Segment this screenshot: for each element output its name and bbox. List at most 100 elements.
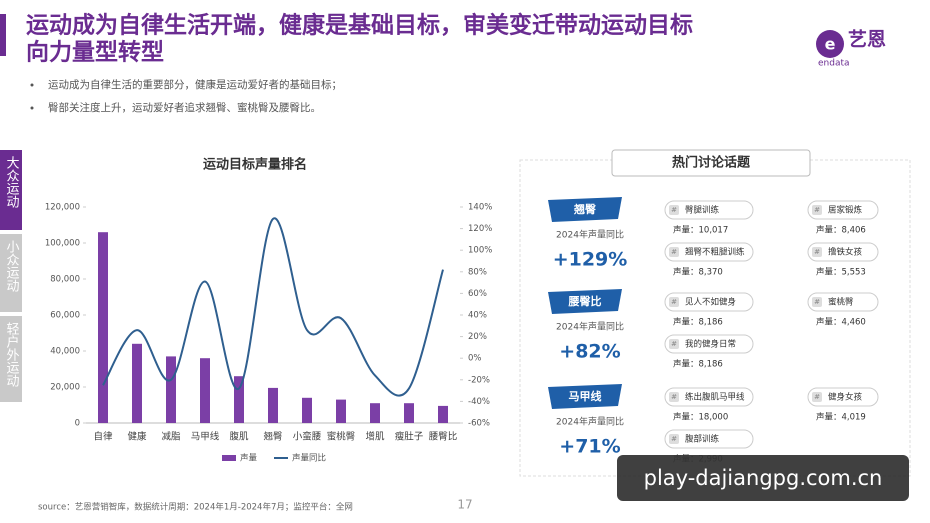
- topic-volume: 声量：18,000: [673, 412, 728, 423]
- topic-icon: [812, 247, 822, 257]
- topic-name: 撸铁女孩: [828, 247, 863, 258]
- title: 运动成为自律生活开端，健康是基础目标，审美变迁带动运动目标: [26, 12, 693, 39]
- y-tick-label: 0: [75, 419, 80, 429]
- tag: 马甲线: [569, 389, 602, 403]
- y2-tick-label: -60%: [468, 419, 490, 429]
- bullet-dot: [30, 106, 34, 110]
- topic-icon-hash: #: [671, 393, 677, 401]
- tag-ribbon: [548, 384, 622, 409]
- topic-pill: [807, 242, 879, 262]
- topic-icon-hash: #: [814, 248, 820, 256]
- topic-icon: [669, 392, 679, 402]
- logo: e 艺恩 endata: [816, 29, 886, 69]
- bar: [370, 403, 380, 423]
- y2-tick-label: 120%: [468, 224, 492, 234]
- x-tick-label: 增肌: [365, 431, 385, 443]
- change-label: 2024年声量同比: [556, 229, 624, 241]
- change: +71%: [559, 436, 620, 458]
- legend-swatch: [222, 455, 236, 461]
- topic-volume: 声量：10,017: [673, 225, 728, 236]
- topic-pill: [664, 429, 754, 449]
- topic-pill: [664, 292, 754, 312]
- tab-label: 轻户外运动: [4, 322, 20, 388]
- y-tick-label: 60,000: [50, 311, 80, 321]
- bullet-dot: [30, 83, 34, 87]
- logo-mark: [816, 30, 844, 58]
- tab-active: [0, 150, 22, 230]
- tag: 翘臀: [573, 202, 596, 216]
- bar: [438, 405, 448, 423]
- bar: [234, 376, 244, 423]
- topic-name: 健身女孩: [828, 392, 863, 403]
- tab-label: 大众运动: [4, 156, 20, 209]
- topic-icon: [812, 392, 822, 402]
- bar: [98, 232, 108, 423]
- y2-tick-label: 60%: [468, 289, 487, 299]
- panel-title: 热门讨论话题: [672, 155, 751, 171]
- topic-volume: 声量：8,406: [816, 225, 866, 236]
- topic-icon: [669, 339, 679, 349]
- tag-ribbon: [548, 289, 622, 314]
- y2-tick-label: -40%: [468, 397, 490, 407]
- y-tick-label: 80,000: [50, 275, 80, 285]
- topic-pill: [807, 292, 879, 312]
- topic-name: 臀腿训练: [685, 205, 720, 216]
- logo-mark-letter: e: [825, 35, 836, 54]
- x-tick-label: 腹肌: [229, 431, 249, 443]
- x-tick-label: 健康: [127, 431, 147, 443]
- topic-volume: 声量：2,990: [673, 454, 723, 465]
- topic-icon-hash: #: [814, 298, 820, 306]
- bar: [166, 356, 176, 423]
- y-tick-label: 40,000: [50, 347, 80, 357]
- change: +129%: [553, 249, 628, 271]
- title-bar: [0, 14, 6, 56]
- tab: [0, 316, 22, 402]
- panel-title-box: [611, 149, 811, 177]
- tag-ribbon: [548, 197, 622, 222]
- topic-volume: 声量：8,186: [673, 359, 723, 370]
- topic-icon: [812, 205, 822, 215]
- title: 向力量型转型: [26, 39, 164, 66]
- topic-icon-hash: #: [671, 298, 677, 306]
- source: source：艺恩营销智库，数据统计周期：2024年1月-2024年7月；监控平…: [38, 502, 353, 513]
- topic-icon-hash: #: [671, 206, 677, 214]
- topic-pill: [664, 200, 754, 220]
- topic-icon-hash: #: [671, 340, 677, 348]
- change: +82%: [559, 341, 620, 363]
- topic-icon: [669, 297, 679, 307]
- bullet: 运动成为自律生活的重要部分，健康是运动爱好者的基础目标；: [48, 78, 342, 91]
- bullet: 臀部关注度上升，运动爱好者追求翘臀、蜜桃臀及腰臀比。: [48, 101, 321, 114]
- topic-icon: [669, 434, 679, 444]
- tab: [0, 234, 22, 312]
- topic-volume: 声量：4,460: [816, 317, 866, 328]
- y-tick-label: 20,000: [50, 383, 80, 393]
- legend-label: 声量: [240, 453, 258, 464]
- topic-icon-hash: #: [814, 206, 820, 214]
- topic-volume: 声量：5,553: [816, 267, 866, 278]
- bar: [200, 358, 210, 423]
- y2-tick-label: 100%: [468, 246, 492, 256]
- topic-pill: [664, 242, 754, 262]
- y-tick-label: 100,000: [45, 239, 80, 249]
- tag: 腰臀比: [568, 294, 602, 308]
- topic-icon: [669, 205, 679, 215]
- topic-name: 居家锻炼: [828, 205, 863, 216]
- line: [102, 217, 444, 397]
- topic-name: 翘臀不粗腿训练: [685, 247, 745, 258]
- logo-text: 艺恩: [848, 29, 886, 51]
- y2-tick-label: 140%: [468, 203, 492, 213]
- topic-icon: [669, 247, 679, 257]
- chart-title: 运动目标声量排名: [203, 157, 307, 173]
- y-tick-label: 120,000: [45, 203, 80, 213]
- topic-name: 见人不如健身: [685, 297, 736, 308]
- y2-tick-label: -20%: [468, 375, 490, 385]
- topic-icon: [812, 297, 822, 307]
- bar: [132, 343, 142, 423]
- topic-pill: [807, 387, 879, 407]
- bar: [302, 397, 312, 423]
- page-number: 17: [457, 498, 472, 512]
- change-label: 2024年声量同比: [556, 416, 624, 428]
- change-label: 2024年声量同比: [556, 321, 624, 333]
- topic-name: 我的健身日常: [685, 339, 736, 350]
